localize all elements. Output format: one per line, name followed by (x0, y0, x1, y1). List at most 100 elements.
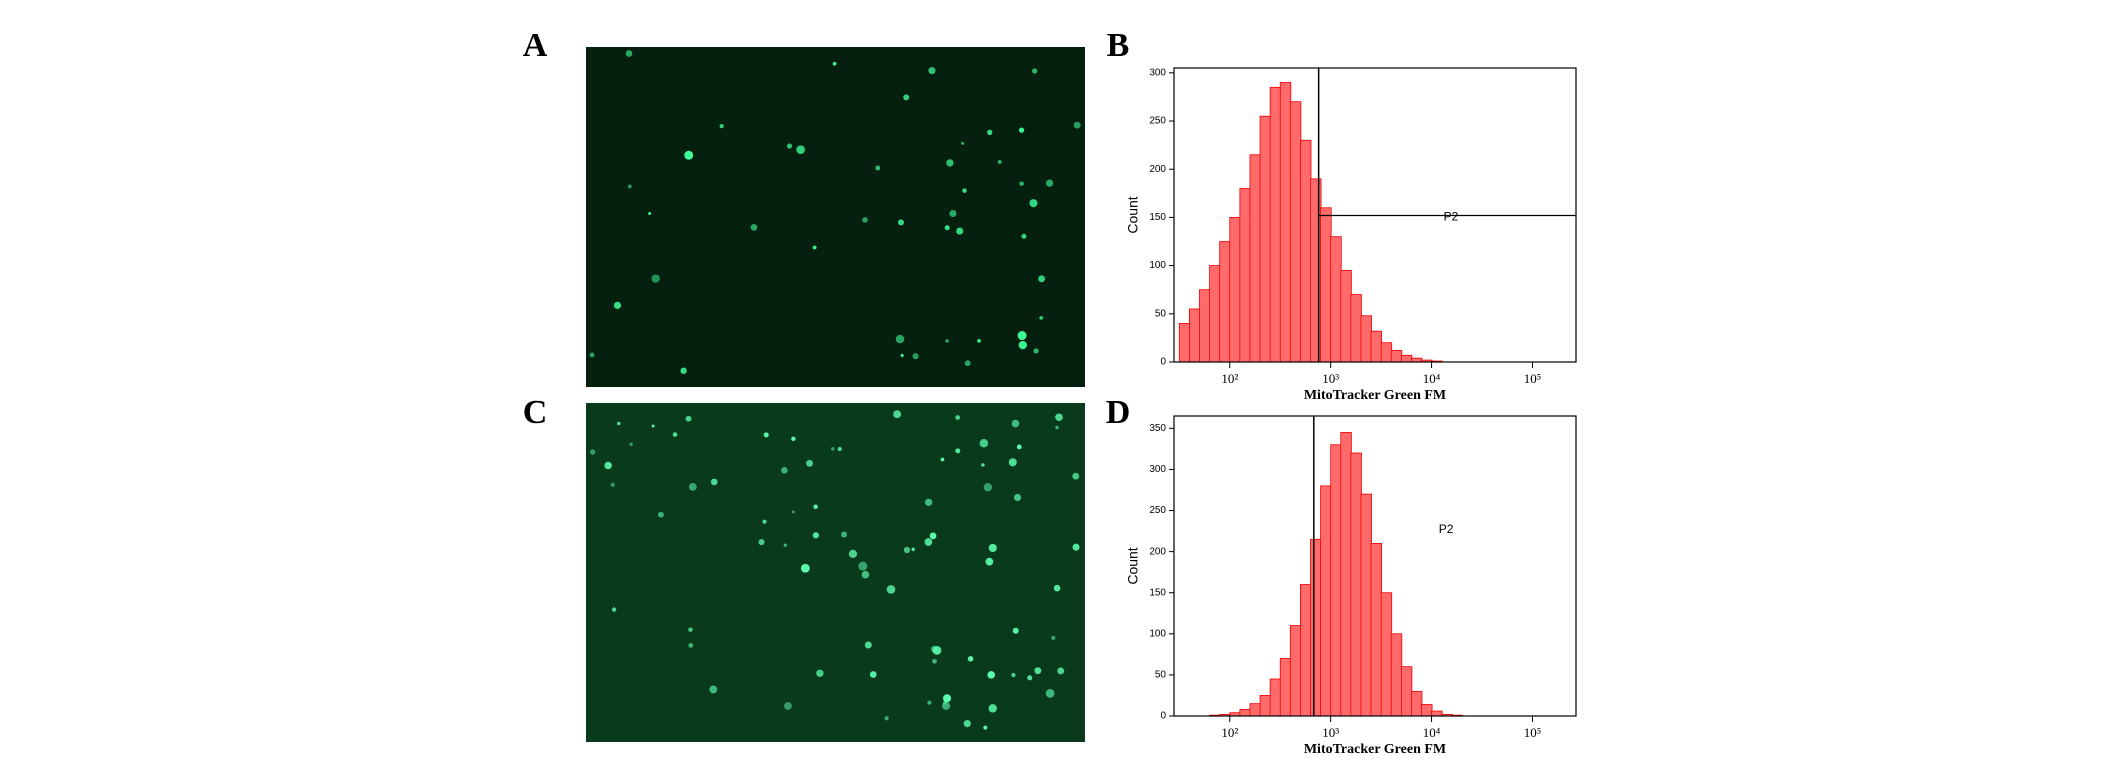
x-tick-label: 10⁴ (1423, 371, 1441, 386)
histogram-bar (1310, 178, 1322, 363)
cell (967, 655, 974, 662)
y-tick-label: 100 (1149, 260, 1166, 271)
cell (812, 245, 817, 250)
cell (946, 159, 954, 167)
x-tick-label: 10³ (1322, 725, 1339, 740)
cell (763, 432, 769, 438)
cell (927, 700, 932, 705)
y-tick-label: 50 (1155, 308, 1167, 319)
cell (841, 531, 848, 538)
y-tick-label: 350 (1149, 423, 1166, 434)
histogram-bar (1340, 432, 1352, 717)
cell (625, 50, 633, 57)
cell (1034, 667, 1042, 675)
cell (979, 438, 989, 448)
cell (983, 725, 988, 730)
cell (884, 716, 889, 721)
cell (786, 143, 793, 149)
cell (930, 645, 938, 653)
y-axis-label: Count (1125, 547, 1141, 584)
cell (1021, 233, 1027, 239)
x-tick-label: 10⁵ (1524, 725, 1542, 740)
cell (897, 219, 904, 226)
histogram-bar (1259, 695, 1272, 717)
plot-frame (1173, 415, 1577, 717)
histogram-bar (1320, 207, 1332, 363)
histogram-bar (1249, 154, 1261, 363)
histogram-bar (1229, 217, 1241, 363)
histogram-bar (1330, 444, 1342, 717)
x-tick-label: 10⁴ (1423, 725, 1441, 740)
y-tick-label: 100 (1149, 628, 1166, 639)
cell (961, 141, 965, 145)
cells (589, 50, 1081, 374)
histogram-bar (1269, 678, 1282, 717)
cell (981, 463, 985, 467)
cell (816, 669, 824, 677)
histogram-bar (1350, 294, 1362, 363)
cell (613, 301, 622, 309)
cell (942, 694, 952, 703)
cell (1033, 348, 1039, 354)
micrograph (586, 403, 1085, 742)
cell (945, 339, 949, 343)
cell (886, 585, 896, 594)
histogram-bar (1400, 354, 1413, 363)
y-tick-label: 250 (1149, 116, 1166, 127)
cell (1016, 444, 1022, 450)
cell (903, 546, 911, 554)
y-tick-label: 150 (1149, 212, 1166, 223)
histogram-bar (1279, 658, 1292, 717)
cell (791, 510, 795, 514)
cell (1045, 179, 1054, 187)
cell (942, 701, 951, 710)
cell (924, 538, 933, 546)
panel-label: A (523, 27, 548, 64)
cell (812, 532, 819, 539)
y-tick-label: 250 (1149, 505, 1166, 516)
histogram-bar (1219, 241, 1231, 363)
cell (955, 415, 961, 420)
x-axis-label: MitoTracker Green FM (1304, 388, 1446, 403)
cell (796, 145, 805, 155)
cell (1012, 627, 1019, 634)
cell (1051, 635, 1056, 640)
histogram-bar (1178, 323, 1191, 363)
cell (932, 658, 937, 664)
histogram-bar (1300, 139, 1312, 363)
cell (781, 467, 788, 474)
cell (962, 188, 967, 193)
cell (940, 457, 945, 462)
cell (862, 217, 868, 223)
cell (864, 641, 872, 649)
x-axis-label: MitoTracker Green FM (1304, 742, 1446, 757)
cell (956, 227, 964, 235)
cell (900, 353, 904, 358)
histogram-bar (1259, 115, 1272, 363)
cell (611, 607, 617, 612)
cell (651, 424, 655, 428)
histogram-bar (1239, 188, 1251, 363)
cell (1008, 458, 1017, 467)
cell (648, 211, 652, 215)
cell (710, 478, 718, 486)
cell (806, 459, 814, 467)
histogram-bar (1380, 342, 1393, 363)
panel-label: D (1106, 394, 1131, 431)
y-tick-label: 300 (1149, 464, 1166, 475)
gate-label: P2 (1439, 522, 1454, 536)
cell (1039, 315, 1044, 320)
histogram-bar (1360, 315, 1372, 363)
cell (813, 504, 818, 509)
cell (831, 447, 835, 451)
cell (911, 547, 915, 552)
cell (832, 61, 837, 66)
histogram-bar (1330, 236, 1342, 363)
y-tick-label: 200 (1149, 164, 1166, 175)
cell (1011, 672, 1016, 678)
cell (1045, 689, 1055, 698)
histogram-bar (1360, 493, 1372, 717)
cell (861, 570, 870, 579)
